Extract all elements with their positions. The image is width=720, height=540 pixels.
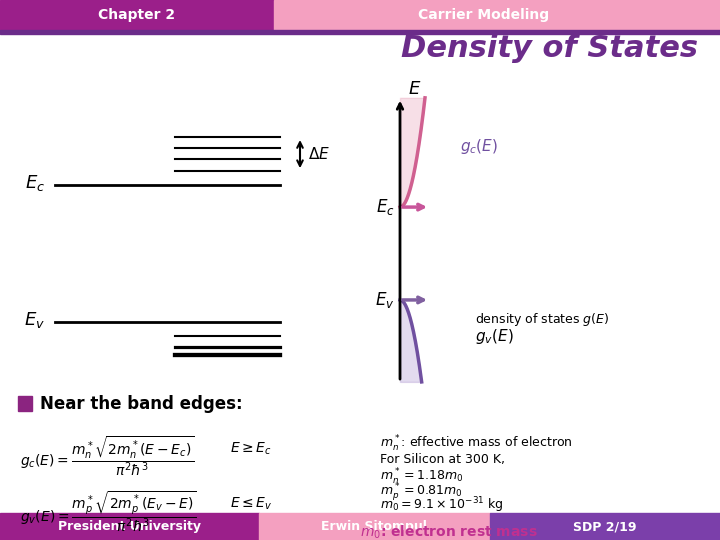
Text: Density of States: Density of States: [402, 34, 698, 63]
Text: $g_v(E)$: $g_v(E)$: [475, 327, 513, 346]
Text: $m_p^* = 0.81 m_0$: $m_p^* = 0.81 m_0$: [380, 481, 463, 503]
Text: $\Delta E$: $\Delta E$: [308, 146, 330, 162]
Text: $g_c(E)$: $g_c(E)$: [460, 138, 498, 157]
Text: $g_c(E) = \dfrac{m_n^* \sqrt{2m_n^*(E - E_c)}}{\pi^2 \hbar^3}$: $g_c(E) = \dfrac{m_n^* \sqrt{2m_n^*(E - …: [20, 434, 194, 478]
Text: For Silicon at 300 K,: For Silicon at 300 K,: [380, 453, 505, 466]
Bar: [490, 513, 720, 540]
Text: $E$: $E$: [408, 80, 421, 98]
Text: $E \leq E_v$: $E \leq E_v$: [230, 496, 272, 512]
Text: $E_v$: $E_v$: [376, 290, 395, 310]
Text: Erwin Sitompul: Erwin Sitompul: [321, 520, 428, 533]
Bar: [0, 513, 259, 540]
Bar: [274, 0, 720, 30]
Text: $E_c$: $E_c$: [377, 197, 395, 217]
Text: $m_n^* = 1.18 m_0$: $m_n^* = 1.18 m_0$: [380, 467, 463, 487]
Bar: [0, 0, 274, 30]
Bar: [259, 513, 490, 540]
Text: President University: President University: [58, 520, 201, 533]
Bar: [18, 396, 32, 411]
Text: $m_0$: electron rest mass: $m_0$: electron rest mass: [360, 524, 538, 540]
Text: Carrier Modeling: Carrier Modeling: [418, 8, 549, 22]
Text: $m_0 = 9.1 \times 10^{-31}$ kg: $m_0 = 9.1 \times 10^{-31}$ kg: [380, 496, 503, 515]
Text: $m_n^*$: effective mass of electron: $m_n^*$: effective mass of electron: [380, 434, 572, 455]
Text: SDP 2/19: SDP 2/19: [573, 520, 636, 533]
Text: Near the band edges:: Near the band edges:: [40, 395, 243, 413]
Text: $E_v$: $E_v$: [24, 309, 45, 329]
Text: density of states $g(E)$: density of states $g(E)$: [475, 311, 610, 328]
Text: $g_v(E) = \dfrac{m_p^* \sqrt{2m_p^*(E_v - E)}}{\pi^2 \hbar^3}$: $g_v(E) = \dfrac{m_p^* \sqrt{2m_p^*(E_v …: [20, 489, 197, 534]
Text: $E \geq E_c$: $E \geq E_c$: [230, 441, 271, 457]
Text: $E_c$: $E_c$: [25, 173, 45, 193]
Text: Chapter 2: Chapter 2: [98, 8, 176, 22]
